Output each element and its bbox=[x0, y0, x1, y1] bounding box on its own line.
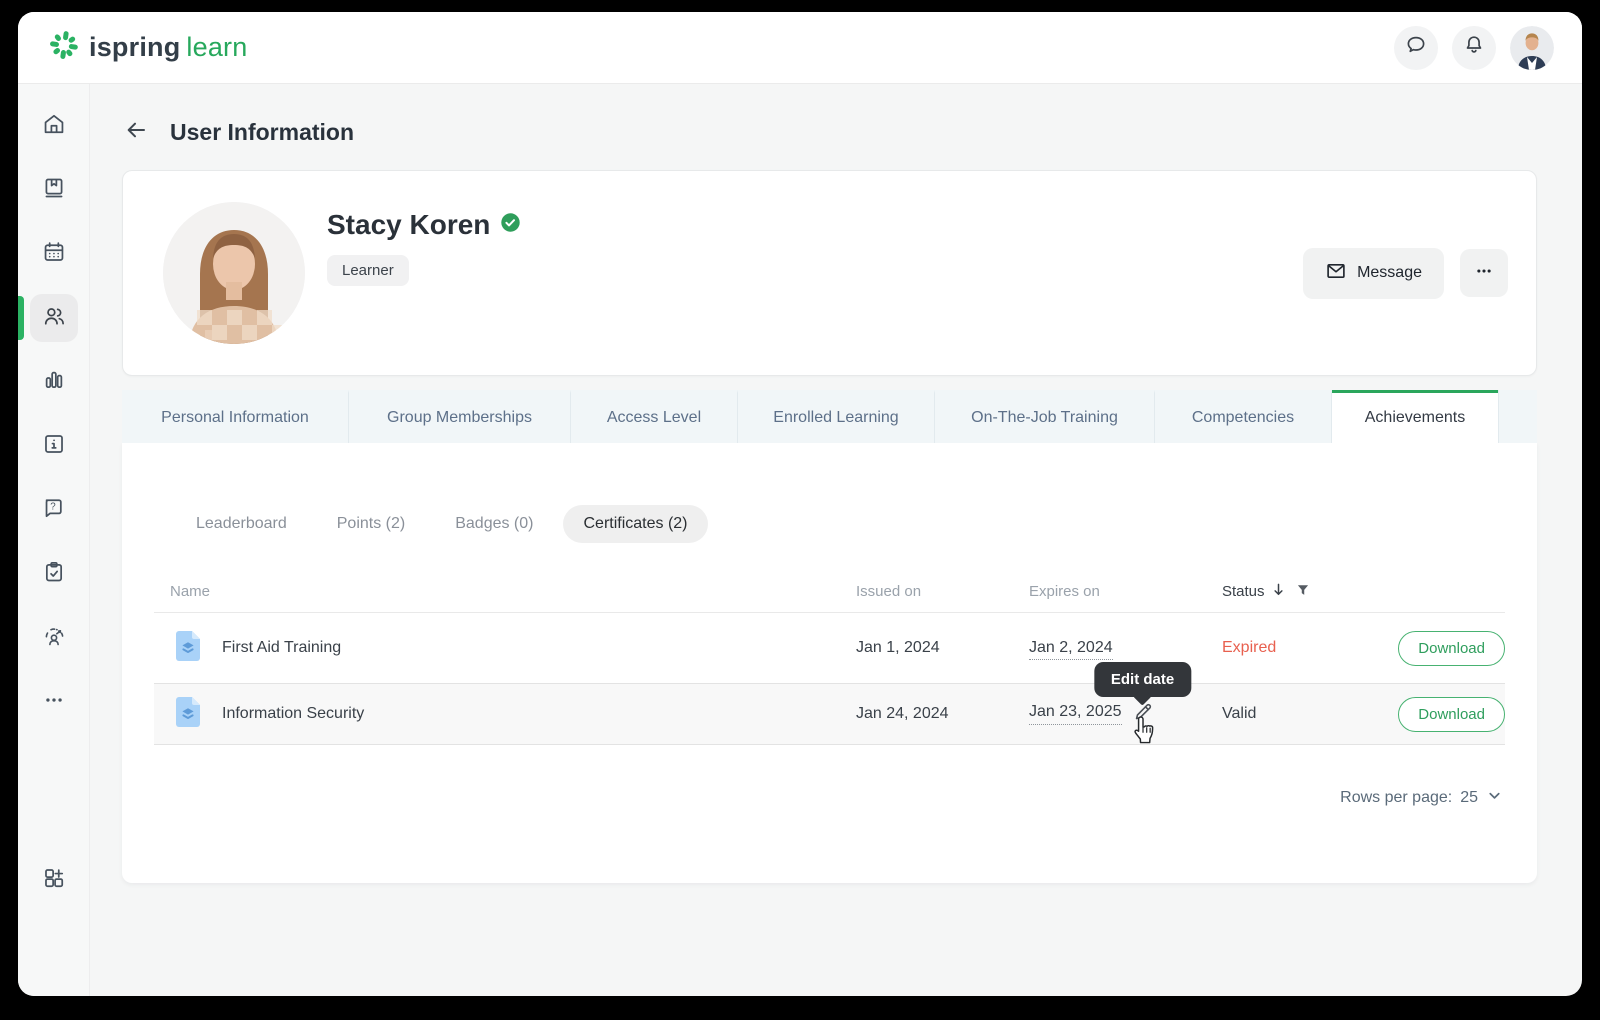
sidebar-item-library[interactable] bbox=[30, 166, 78, 214]
column-header-status[interactable]: Status bbox=[1222, 582, 1397, 601]
arrow-left-icon bbox=[123, 117, 149, 148]
calendar-icon bbox=[41, 239, 67, 270]
sidebar-item-help[interactable]: ? bbox=[30, 486, 78, 534]
achievements-subtabs: Leaderboard Points (2) Badges (0) Certif… bbox=[154, 505, 1505, 543]
main-content: User Information bbox=[90, 84, 1582, 996]
sidebar-item-home[interactable] bbox=[30, 102, 78, 150]
more-icon bbox=[41, 687, 67, 718]
logo-text: ispring learn bbox=[89, 32, 248, 62]
notifications-button[interactable] bbox=[1452, 25, 1496, 70]
issued-date: Jan 24, 2024 bbox=[856, 705, 949, 722]
certificate-icon bbox=[170, 628, 206, 669]
ellipsis-icon bbox=[1473, 260, 1495, 287]
profile-name: Stacy Koren bbox=[327, 209, 491, 240]
apps-icon bbox=[41, 865, 67, 896]
sidebar-item-info[interactable] bbox=[30, 422, 78, 470]
rows-per-page-select[interactable]: Rows per page: 25 bbox=[154, 787, 1505, 809]
sidebar-item-apps[interactable] bbox=[30, 856, 78, 904]
tab-group-memberships[interactable]: Group Memberships bbox=[349, 390, 571, 443]
ispring-spinner-icon bbox=[48, 29, 80, 66]
profile-tabs: Personal Information Group Memberships A… bbox=[122, 390, 1537, 443]
tab-access-level[interactable]: Access Level bbox=[571, 390, 738, 443]
bell-icon bbox=[1462, 33, 1486, 62]
rows-per-page-label: Rows per page: bbox=[1340, 789, 1453, 806]
subtab-certificates[interactable]: Certificates (2) bbox=[563, 505, 708, 543]
hand-cursor-icon bbox=[1129, 715, 1159, 752]
subtab-badges[interactable]: Badges (0) bbox=[455, 515, 534, 532]
app-window: ispring learn bbox=[18, 12, 1582, 996]
active-indicator bbox=[18, 296, 24, 340]
issued-date: Jan 1, 2024 bbox=[856, 639, 940, 656]
sort-desc-icon[interactable] bbox=[1271, 582, 1286, 601]
tasks-icon bbox=[41, 559, 67, 590]
column-header-name: Name bbox=[170, 583, 211, 600]
help-icon: ? bbox=[41, 495, 67, 526]
sidebar-item-calendar[interactable] bbox=[30, 230, 78, 278]
coaching-icon bbox=[41, 623, 67, 654]
expires-date[interactable]: Jan 2, 2024 bbox=[1029, 639, 1113, 660]
chevron-down-icon bbox=[1486, 787, 1503, 809]
sidebar-item-tasks[interactable] bbox=[30, 550, 78, 598]
expires-date[interactable]: Jan 23, 2025 bbox=[1029, 703, 1122, 725]
topbar-actions bbox=[1394, 25, 1554, 70]
tab-achievements[interactable]: Achievements bbox=[1332, 390, 1498, 443]
filter-icon[interactable] bbox=[1296, 583, 1310, 601]
subtab-points[interactable]: Points (2) bbox=[336, 515, 406, 532]
tab-personal-information[interactable]: Personal Information bbox=[122, 390, 349, 443]
message-button[interactable]: Message bbox=[1303, 247, 1444, 299]
home-icon bbox=[41, 111, 67, 142]
sidebar-item-more[interactable] bbox=[30, 678, 78, 726]
library-icon bbox=[41, 175, 67, 206]
sidebar-item-coaching[interactable] bbox=[30, 614, 78, 662]
rows-per-page-value: 25 bbox=[1460, 789, 1478, 806]
tab-on-the-job-training[interactable]: On-The-Job Training bbox=[935, 390, 1155, 443]
reports-icon bbox=[41, 367, 67, 398]
profile-more-button[interactable] bbox=[1460, 249, 1508, 297]
download-button[interactable]: Download bbox=[1398, 696, 1505, 732]
role-badge: Learner bbox=[327, 255, 409, 286]
table-header-row: Name Issued on Expires on Status bbox=[154, 571, 1505, 613]
certificate-name: First Aid Training bbox=[222, 639, 342, 656]
column-header-issued-on: Issued on bbox=[856, 583, 922, 600]
info-icon bbox=[41, 431, 67, 462]
table-row[interactable]: Information Security Jan 24, 2024 Jan 23… bbox=[154, 661, 1505, 745]
table-row[interactable]: First Aid Training Jan 1, 2024 Jan 2, 20… bbox=[154, 613, 1505, 683]
chat-button[interactable] bbox=[1394, 25, 1438, 70]
edit-date-button[interactable]: Edit date bbox=[1093, 661, 1192, 743]
status-badge: Valid bbox=[1222, 705, 1257, 722]
sidebar-item-users[interactable] bbox=[18, 294, 78, 342]
tab-competencies[interactable]: Competencies bbox=[1155, 390, 1332, 443]
pencil-icon bbox=[1131, 700, 1155, 729]
tab-enrolled-learning[interactable]: Enrolled Learning bbox=[738, 390, 935, 443]
users-icon bbox=[41, 303, 67, 334]
envelope-icon bbox=[1325, 260, 1347, 287]
certificate-icon bbox=[170, 694, 206, 735]
chat-icon bbox=[1404, 33, 1428, 62]
status-badge: Expired bbox=[1222, 639, 1277, 656]
ispring-learn-logo: ispring learn bbox=[48, 29, 247, 66]
certificates-table: Name Issued on Expires on Status bbox=[154, 571, 1505, 745]
column-header-expires-on: Expires on bbox=[1029, 583, 1100, 600]
profile-card: Stacy Koren Learner bbox=[122, 170, 1537, 376]
svg-text:?: ? bbox=[50, 501, 56, 512]
user-avatar[interactable] bbox=[1510, 25, 1554, 70]
profile-avatar bbox=[163, 202, 305, 344]
back-button[interactable] bbox=[122, 118, 150, 146]
top-bar: ispring learn bbox=[18, 12, 1582, 84]
edit-date-tooltip: Edit date bbox=[1093, 661, 1192, 697]
page-title: User Information bbox=[170, 118, 355, 145]
verified-check-icon bbox=[500, 212, 521, 238]
sidebar-item-reports[interactable] bbox=[30, 358, 78, 406]
subtab-leaderboard[interactable]: Leaderboard bbox=[196, 515, 287, 532]
tab-filler bbox=[1498, 390, 1537, 443]
certificate-name: Information Security bbox=[222, 705, 365, 722]
sidebar: ? bbox=[18, 84, 90, 996]
achievements-panel: Leaderboard Points (2) Badges (0) Certif… bbox=[122, 443, 1537, 883]
download-button[interactable]: Download bbox=[1398, 630, 1505, 666]
